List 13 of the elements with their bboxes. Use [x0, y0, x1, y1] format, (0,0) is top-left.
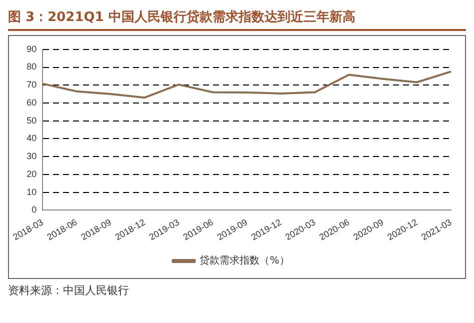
y-tick-label: 0 — [32, 204, 37, 215]
text: 资料来源：中国人民银行 — [8, 283, 130, 298]
y-tick-label: 80 — [26, 62, 37, 72]
legend-label: 贷款需求指数（%） — [200, 254, 290, 267]
y-tick-label: 40 — [26, 133, 37, 144]
y-tick-label: 90 — [26, 44, 37, 54]
y-tick-label: 10 — [26, 186, 37, 197]
y-tick-label: 50 — [26, 115, 37, 126]
y-tick-label: 60 — [26, 97, 37, 108]
chart-title: 图 3：2021Q1 中国人民银行贷款需求指数达到近三年新高 — [8, 8, 466, 31]
y-tick-label: 30 — [26, 151, 37, 162]
y-tick-label: 20 — [26, 168, 37, 179]
y-tick-label: 70 — [26, 80, 37, 90]
